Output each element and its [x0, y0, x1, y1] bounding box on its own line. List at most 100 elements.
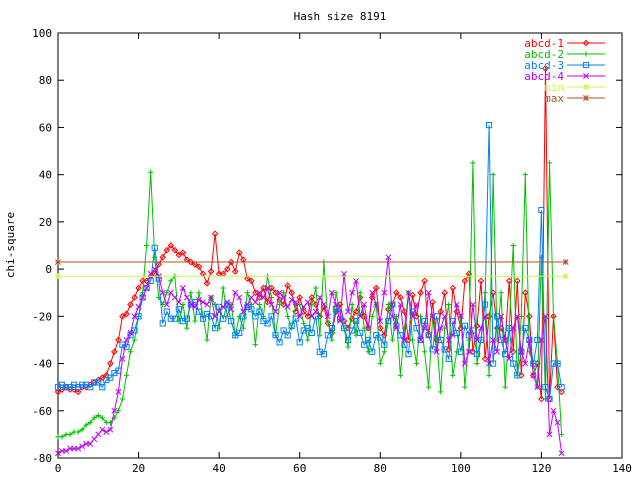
data-point	[437, 325, 444, 332]
data-point	[413, 360, 420, 367]
data-point	[514, 313, 521, 320]
data-point	[171, 315, 178, 322]
series-layer	[54, 65, 569, 457]
data-point	[144, 242, 150, 249]
data-point	[510, 360, 517, 367]
data-point	[425, 289, 432, 296]
x-tick-label: 40	[213, 462, 226, 475]
data-point	[281, 290, 287, 296]
data-point	[171, 246, 179, 254]
data-point	[461, 277, 469, 285]
data-point	[127, 301, 134, 308]
data-point	[409, 337, 416, 343]
data-point	[433, 348, 440, 355]
data-point	[248, 277, 255, 285]
data-point	[558, 450, 565, 457]
data-point	[163, 301, 170, 308]
data-point	[417, 313, 424, 319]
data-point	[224, 299, 231, 306]
data-point	[554, 419, 561, 426]
data-point	[474, 360, 480, 367]
data-point	[369, 348, 376, 355]
data-point	[292, 299, 299, 306]
data-point	[397, 332, 404, 339]
data-point	[313, 285, 319, 291]
data-point	[296, 294, 304, 301]
data-point	[341, 270, 347, 277]
data-point	[187, 301, 194, 308]
data-point	[324, 332, 332, 339]
data-point	[485, 121, 493, 129]
data-point	[348, 327, 356, 334]
data-point	[119, 355, 126, 362]
x-tick-label: 60	[293, 462, 306, 475]
legend-label: abcd-2	[524, 48, 564, 61]
data-point	[119, 313, 126, 320]
data-point	[409, 313, 416, 320]
data-point	[449, 332, 456, 339]
data-point	[401, 336, 408, 343]
data-point	[79, 381, 86, 388]
data-point	[168, 278, 174, 284]
data-point	[74, 388, 82, 396]
data-point	[304, 299, 311, 306]
data-point	[462, 384, 468, 390]
data-point	[240, 308, 247, 315]
data-point	[481, 301, 489, 308]
data-point	[55, 273, 61, 280]
data-point	[413, 301, 420, 308]
data-point	[324, 320, 332, 327]
data-point	[425, 332, 432, 339]
data-point	[385, 305, 392, 313]
data-point	[470, 160, 476, 166]
data-point	[542, 65, 549, 72]
data-point	[377, 360, 383, 367]
data-point	[232, 289, 239, 296]
data-point	[393, 325, 400, 332]
data-point	[285, 313, 291, 319]
data-point	[320, 301, 327, 308]
data-point	[244, 290, 250, 296]
data-point	[558, 384, 565, 391]
data-point	[562, 259, 569, 265]
data-point	[558, 388, 565, 396]
data-point	[272, 289, 279, 297]
plot-frame	[57, 32, 623, 459]
data-point	[54, 388, 62, 396]
series-abcd-3	[54, 121, 565, 403]
data-point	[522, 172, 528, 178]
data-point	[352, 308, 360, 315]
data-point	[328, 325, 336, 332]
x-tick-label: 0	[55, 462, 62, 475]
data-point	[55, 450, 61, 457]
data-point	[550, 360, 557, 367]
data-point	[196, 296, 202, 303]
data-point	[143, 285, 150, 291]
data-point	[417, 336, 424, 343]
data-point	[192, 303, 198, 310]
data-point	[429, 346, 436, 353]
data-point	[345, 308, 352, 315]
data-point	[473, 351, 481, 358]
data-point	[200, 299, 206, 306]
data-point	[111, 348, 118, 356]
data-point	[175, 251, 183, 259]
data-point	[268, 301, 275, 308]
data-point	[184, 325, 190, 331]
data-point	[264, 285, 271, 291]
data-point	[123, 343, 130, 351]
data-point	[393, 289, 400, 297]
data-point	[139, 294, 146, 301]
data-point	[413, 313, 420, 320]
legend-label: abcd-4	[524, 70, 564, 83]
y-tick-label: 40	[39, 169, 52, 182]
data-point	[381, 349, 387, 355]
data-point	[437, 336, 444, 344]
data-point	[445, 336, 452, 343]
data-point	[192, 318, 198, 324]
data-point	[99, 374, 106, 382]
data-point	[465, 332, 473, 339]
data-point	[426, 384, 432, 390]
data-point	[377, 334, 384, 341]
data-point	[357, 290, 363, 296]
